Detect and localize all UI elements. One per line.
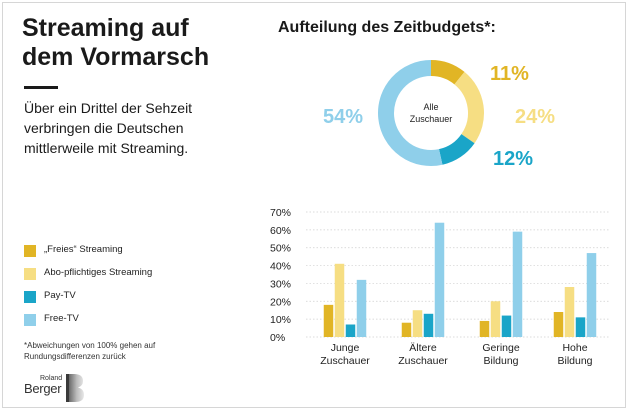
x-category-label: Junge [331, 342, 360, 354]
donut-slice [454, 71, 484, 144]
x-category-label: Ältere [409, 342, 437, 354]
x-category-label: Bildung [557, 355, 592, 367]
x-category-label: Zuschauer [398, 355, 448, 367]
legend-swatch [24, 291, 36, 303]
donut-slice [378, 60, 443, 166]
bar [490, 301, 501, 337]
bar [412, 310, 423, 337]
roland-berger-logo: Roland Berger [24, 371, 104, 405]
legend-label: „Freies“ Streaming [44, 244, 123, 255]
x-category-label: Hohe [562, 342, 587, 354]
legend-swatch [24, 268, 36, 280]
donut-center-label: Zuschauer [410, 114, 453, 124]
title-divider [24, 86, 58, 89]
y-tick-label: 40% [270, 261, 291, 273]
logo-text-main: Berger [24, 381, 62, 396]
y-tick-label: 70% [270, 207, 291, 219]
donut-chart-title: Aufteilung des Zeitbudgets*: [278, 19, 496, 36]
y-tick-label: 60% [270, 225, 291, 237]
x-category-label: Geringe [482, 342, 520, 354]
legend-label: Free-TV [44, 313, 79, 324]
donut-slice [438, 133, 475, 165]
donut-value-label: 24% [515, 106, 555, 128]
bar [345, 324, 356, 337]
bar-chart: 0%10%20%30%40%50%60%70%JungeZuschauerÄlt… [270, 207, 610, 367]
legend-label: Abo-pflichtiges Streaming [44, 267, 153, 278]
bar [334, 263, 345, 337]
legend-label: Pay-TV [44, 290, 76, 301]
logo-b-mark-icon [66, 374, 84, 402]
legend-swatch [24, 314, 36, 326]
bar [401, 322, 412, 337]
bar [575, 317, 586, 337]
logo-text-top: Roland [40, 375, 63, 382]
y-tick-label: 50% [270, 243, 291, 255]
bar [512, 231, 523, 337]
page-title: Streaming auf dem Vormarsch [22, 14, 210, 71]
footnote: *Abweichungen von 100% gehen auf Rundung… [24, 341, 156, 361]
bar [553, 312, 564, 337]
x-category-label: Bildung [483, 355, 518, 367]
bar [564, 287, 575, 337]
bar [323, 304, 334, 337]
donut-value-label: 11% [490, 63, 529, 85]
y-tick-label: 0% [270, 332, 285, 344]
x-category-label: Zuschauer [320, 355, 370, 367]
bar [501, 315, 512, 337]
bar [586, 253, 597, 337]
donut-center-label: Alle [423, 102, 438, 112]
page-subtitle: Über ein Drittel der Sehzeit verbringen … [24, 100, 193, 156]
legend-swatch [24, 245, 36, 257]
bar [479, 320, 490, 337]
donut-chart: 11% 24% 12% 54% Alle Zuschauer [323, 60, 555, 170]
y-tick-label: 10% [270, 314, 291, 326]
y-tick-label: 20% [270, 296, 291, 308]
bar [356, 279, 367, 337]
donut-value-label: 54% [323, 106, 363, 128]
donut-slice [430, 60, 465, 85]
y-tick-label: 30% [270, 278, 291, 290]
bar [423, 313, 434, 337]
infographic-frame [2, 2, 626, 408]
donut-value-label: 12% [493, 148, 533, 170]
bar [434, 222, 445, 337]
